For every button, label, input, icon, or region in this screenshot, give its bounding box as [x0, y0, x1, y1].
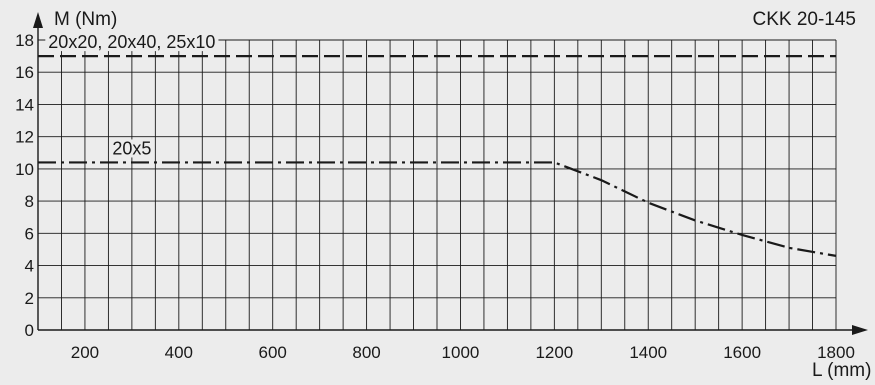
- axes: [33, 12, 868, 335]
- series-label-bg: [45, 33, 219, 52]
- x-tick-label: 200: [71, 343, 99, 362]
- y-tick-label: 10: [15, 160, 34, 179]
- y-tick-label: 14: [15, 95, 34, 114]
- x-tick-label: 800: [352, 343, 380, 362]
- x-tick-label: 1600: [723, 343, 761, 362]
- y-tick-label: 18: [15, 31, 34, 50]
- y-axis-arrow: [33, 12, 43, 28]
- y-axis-label: M (Nm): [54, 9, 117, 30]
- series-group: 20x20, 20x40, 25x10 20x5: [38, 32, 837, 257]
- labels: M (Nm) CKK 20-145 L (mm): [54, 9, 871, 381]
- y-tick-label: 8: [25, 192, 34, 211]
- grid: [38, 39, 837, 330]
- y-tick-label: 2: [25, 289, 34, 308]
- x-tick-label: 1800: [817, 343, 855, 362]
- x-tick-label: 400: [165, 343, 193, 362]
- series-label-1: 20x20, 20x40, 25x10: [48, 32, 215, 52]
- y-tick-label: 4: [25, 257, 34, 276]
- x-tick-label: 600: [259, 343, 287, 362]
- x-tick-label: 1000: [442, 343, 480, 362]
- series-label-bg: [109, 139, 155, 158]
- x-tick-label: 1200: [535, 343, 573, 362]
- chart-title: CKK 20-145: [752, 9, 856, 30]
- y-tick-label: 16: [15, 63, 34, 82]
- x-axis-label: L (mm): [812, 360, 871, 381]
- ticks: 0 2 4 6 8 10 12 14 16 18 200 400 600 800 1000 1200 1400 1…: [15, 31, 855, 362]
- y-tick-label: 0: [25, 321, 34, 340]
- x-axis-arrow: [852, 325, 868, 335]
- y-tick-label: 12: [15, 128, 34, 147]
- y-tick-label: 6: [25, 224, 34, 243]
- series-line-2: [38, 161, 837, 257]
- series-label-2: 20x5: [112, 138, 151, 158]
- x-tick-label: 1400: [629, 343, 667, 362]
